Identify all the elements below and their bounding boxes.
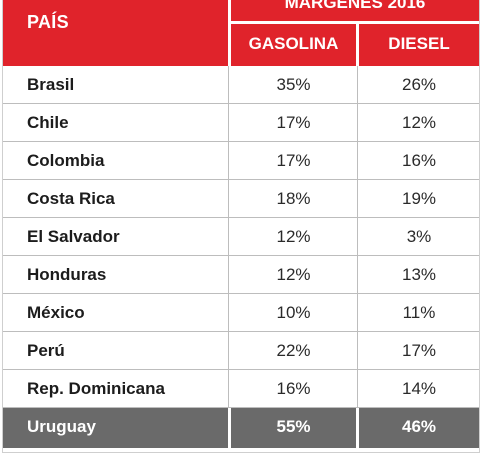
row-divider: [3, 369, 479, 370]
diesel-cell: 19%: [401, 189, 437, 208]
gasoline-cell: 18%: [276, 189, 311, 208]
gasoline-cell: 12%: [276, 227, 311, 246]
gasoline-cell: 55%: [276, 417, 311, 436]
cell-divider: [228, 408, 231, 448]
country-column-header: PAÍS: [27, 12, 69, 32]
table-row: Rep. Dominicana 16% 14%: [3, 370, 479, 408]
header-divider: [356, 24, 359, 66]
header-divider: [228, 0, 231, 66]
cell-divider: [228, 256, 229, 294]
cell-divider: [228, 370, 229, 408]
cell-divider: [357, 66, 358, 104]
table-row: Costa Rica 18% 19%: [3, 180, 479, 218]
cell-divider: [228, 142, 229, 180]
cell-divider: [357, 104, 358, 142]
row-divider: [3, 217, 479, 218]
cell-divider: [357, 294, 358, 332]
gasoline-cell: 10%: [276, 303, 311, 322]
gasoline-cell: 16%: [276, 379, 311, 398]
table-row: Colombia 17% 16%: [3, 142, 479, 180]
table-row: Perú 22% 17%: [3, 332, 479, 370]
cell-divider: [228, 66, 229, 104]
cell-divider: [357, 218, 358, 256]
header-divider: [228, 21, 479, 24]
diesel-cell: 26%: [401, 75, 437, 94]
cell-divider: [356, 408, 359, 448]
country-cell: Uruguay: [27, 417, 96, 436]
diesel-column-header: DIESEL: [388, 34, 450, 53]
cell-divider: [228, 180, 229, 218]
gasoline-cell: 17%: [276, 113, 311, 132]
diesel-cell: 3%: [406, 227, 432, 246]
diesel-cell: 11%: [402, 303, 436, 322]
country-cell: Brasil: [27, 75, 75, 94]
table-row: El Salvador 12% 3%: [3, 218, 479, 256]
diesel-cell: 14%: [401, 379, 437, 398]
table-row: México 10% 11%: [3, 294, 479, 332]
highlighted-table-row: Uruguay 55% 46%: [3, 408, 479, 448]
row-divider: [3, 179, 479, 180]
gasoline-column-header: GASOLINA: [248, 34, 339, 53]
diesel-cell: 12%: [401, 113, 437, 132]
cell-divider: [357, 370, 358, 408]
cell-divider: [228, 332, 229, 370]
country-cell: Perú: [27, 341, 65, 360]
cell-divider: [228, 294, 229, 332]
table-row: Chile 17% 12%: [3, 104, 479, 142]
gasoline-cell: 12%: [276, 265, 311, 284]
country-cell: Honduras: [27, 265, 107, 284]
cell-divider: [228, 104, 229, 142]
row-divider: [3, 293, 479, 294]
diesel-cell: 13%: [401, 265, 437, 284]
diesel-cell: 46%: [401, 417, 437, 436]
cell-divider: [357, 142, 358, 180]
gasoline-cell: 35%: [276, 75, 311, 94]
country-cell: El Salvador: [27, 227, 120, 246]
country-cell: México: [27, 303, 85, 322]
row-divider: [3, 141, 479, 142]
country-cell: Colombia: [27, 151, 105, 170]
cell-divider: [357, 256, 358, 294]
country-cell: Rep. Dominicana: [27, 379, 165, 398]
table-row: Honduras 12% 13%: [3, 256, 479, 294]
row-divider: [3, 407, 479, 408]
table-header: PAÍS MÁRGENES 2016 GASOLINA DIESEL: [3, 0, 479, 66]
cell-divider: [228, 218, 229, 256]
diesel-cell: 17%: [401, 341, 437, 360]
cell-divider: [357, 180, 358, 218]
row-divider: [3, 331, 479, 332]
country-cell: Costa Rica: [27, 189, 115, 208]
row-divider: [3, 255, 479, 256]
country-cell: Chile: [27, 113, 69, 132]
table-row: Brasil 35% 26%: [3, 66, 479, 104]
diesel-cell: 16%: [401, 151, 437, 170]
cell-divider: [357, 332, 358, 370]
gasoline-cell: 17%: [276, 151, 311, 170]
margins-group-header: MÁRGENES 2016: [284, 0, 426, 12]
row-divider: [3, 103, 479, 104]
gasoline-cell: 22%: [276, 341, 311, 360]
